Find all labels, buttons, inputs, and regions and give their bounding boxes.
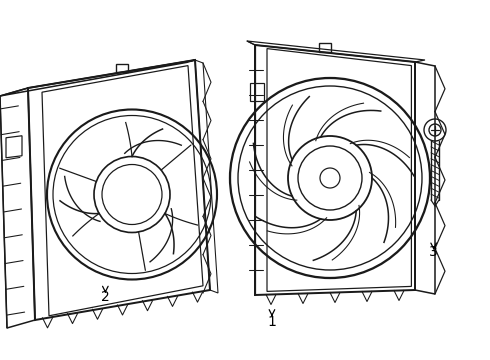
Text: 3: 3 <box>429 245 438 259</box>
Text: 1: 1 <box>268 315 276 329</box>
Text: 2: 2 <box>101 290 110 304</box>
